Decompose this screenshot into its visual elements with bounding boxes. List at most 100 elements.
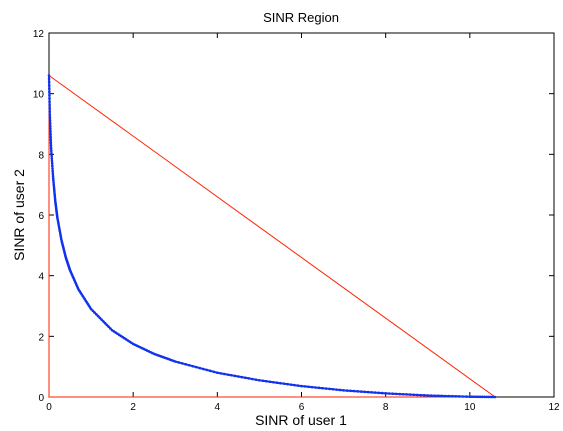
series-point <box>105 323 109 327</box>
series-point <box>465 395 468 398</box>
y-tick-label: 8 <box>38 150 44 161</box>
series-point <box>48 107 51 110</box>
series-point <box>447 394 451 398</box>
y-tick-label: 0 <box>38 393 44 404</box>
series-point <box>51 164 54 168</box>
series-point <box>50 162 54 165</box>
series-point <box>268 380 272 384</box>
y-tick-label: 12 <box>33 29 45 40</box>
series-point <box>384 392 387 395</box>
series-point <box>53 194 57 197</box>
series-point <box>391 392 394 396</box>
series-point <box>470 395 474 399</box>
series-point <box>48 116 52 119</box>
series-point <box>89 307 93 311</box>
series-point <box>49 130 52 133</box>
series-point <box>48 110 52 113</box>
series-point <box>103 321 107 325</box>
series-point <box>223 372 226 376</box>
series-point <box>102 320 105 323</box>
series-point <box>394 392 398 396</box>
series-point <box>49 144 53 147</box>
series-point <box>212 370 216 374</box>
series-point <box>331 387 335 391</box>
series-point <box>48 103 51 107</box>
series-point <box>338 388 342 392</box>
series-point <box>261 379 265 383</box>
series-point <box>95 313 98 316</box>
series-point <box>433 394 437 397</box>
series-point <box>485 395 488 399</box>
series-point <box>48 124 52 128</box>
axis-ticks: 0 2 4 6 8 10 12 0 2 4 6 8 10 12 <box>33 29 560 413</box>
series-point <box>474 395 478 399</box>
series-point <box>289 383 293 386</box>
series-point <box>366 390 370 394</box>
series-point <box>47 77 51 81</box>
y-tick-label: 4 <box>38 272 44 283</box>
series-layer <box>47 74 497 399</box>
series-point <box>282 382 286 385</box>
series-point <box>107 325 110 329</box>
x-axis-title: SINR of user 1 <box>255 412 347 428</box>
series-point <box>47 80 51 84</box>
series-point <box>100 318 103 321</box>
series-point <box>300 384 303 388</box>
series-point <box>359 390 363 393</box>
series-point <box>352 389 356 393</box>
series-point <box>51 169 54 173</box>
series-point <box>487 395 491 399</box>
series-point <box>422 394 426 397</box>
series-point <box>187 363 191 367</box>
series-point <box>476 395 480 399</box>
series-point <box>237 375 240 378</box>
series-point <box>53 190 56 194</box>
series-point <box>317 386 321 390</box>
series-point <box>335 388 338 391</box>
series-point <box>49 138 53 142</box>
series-point <box>198 366 202 370</box>
series-point <box>202 367 205 371</box>
series-point <box>493 395 497 399</box>
series-point <box>173 360 177 363</box>
series-point <box>286 382 289 386</box>
series-point <box>233 374 237 378</box>
series-point <box>296 384 300 387</box>
series-point <box>321 386 324 390</box>
series-point <box>47 74 51 77</box>
x-tick-label: 6 <box>299 402 305 413</box>
series-point <box>247 377 251 380</box>
series-point <box>48 93 51 97</box>
series-point <box>481 395 484 399</box>
series-point <box>380 391 384 395</box>
series-point <box>310 385 314 389</box>
series-point <box>363 390 366 394</box>
series-point <box>349 389 352 393</box>
series-point <box>209 369 212 373</box>
series-point <box>91 309 95 313</box>
series-point <box>48 90 51 94</box>
series-point <box>451 394 454 398</box>
series-point <box>415 393 419 397</box>
series-point <box>373 391 377 394</box>
series-point <box>52 182 56 186</box>
x-tick-label: 12 <box>548 402 560 413</box>
series-point <box>401 392 405 396</box>
series-point <box>53 192 56 196</box>
series-point <box>258 379 261 382</box>
series-point <box>426 394 430 397</box>
series-point <box>50 159 54 163</box>
series-point <box>194 365 198 369</box>
series-point <box>279 381 282 385</box>
series-point <box>458 395 461 398</box>
series-point <box>50 154 53 158</box>
series-point <box>226 373 230 376</box>
series-point <box>51 167 54 170</box>
series-point <box>265 379 268 383</box>
series-point <box>216 371 219 375</box>
series-point <box>184 363 188 366</box>
series-point <box>275 381 279 385</box>
series-point <box>251 377 254 381</box>
plot-area <box>48 32 555 398</box>
